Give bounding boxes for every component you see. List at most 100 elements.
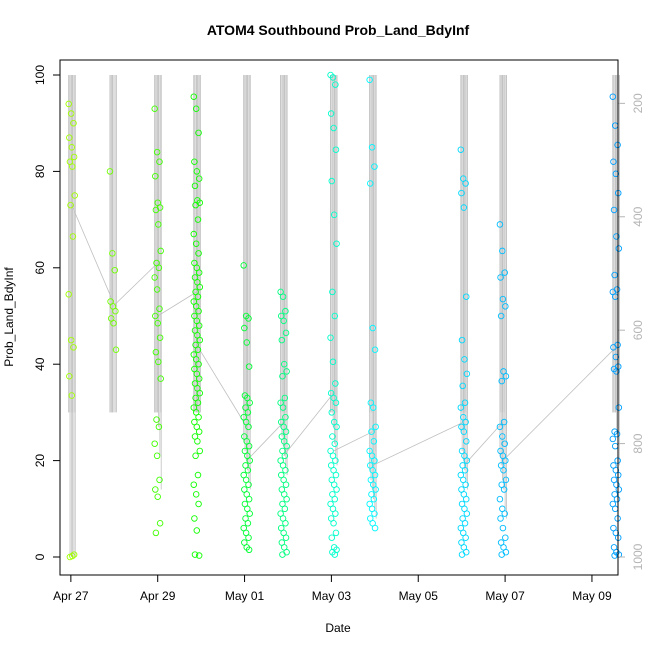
data-point [106,168,114,175]
data-point [502,457,509,464]
data-point [70,153,78,161]
data-point [243,339,250,346]
data-point [154,493,161,501]
data-point [372,486,379,493]
data-point [282,428,290,435]
data-point [330,520,337,527]
data-point [460,204,468,211]
data-point [497,312,505,320]
data-point [190,93,198,100]
data-point [194,293,202,300]
data-point [192,240,200,247]
data-point [153,416,160,423]
data-point [331,495,339,503]
data-point [612,353,620,361]
data-point [500,466,507,474]
data-point [195,375,203,382]
y-tick-label: 20 [33,454,47,468]
data-point [278,336,286,344]
data-point [66,373,73,380]
data-point [69,233,77,240]
data-point [195,552,203,559]
data-point [613,430,621,438]
data-point [244,409,252,416]
x-tick-label: May 03 [312,589,352,603]
data-point [609,435,617,443]
x-tick-label: May 07 [485,589,525,603]
data-point [282,534,290,541]
data-point [457,146,465,153]
data-point [283,495,290,503]
data-point [241,324,248,332]
data-point [156,305,163,313]
y-axis-label: Prob_Land_BdyInf [2,267,16,367]
connector-line [71,204,114,302]
data-point [500,418,508,426]
y2-tick-label: 600 [631,320,645,340]
data-point [240,262,247,269]
connector-line [157,291,197,317]
data-point [499,247,506,255]
data-point [332,529,340,537]
data-point [499,433,506,440]
data-point [67,201,74,209]
data-point [193,527,201,534]
data-point [152,312,159,320]
data-point [329,433,336,440]
data-point [457,404,465,411]
data-point [111,266,119,274]
data-point [245,534,252,541]
data-point [112,307,119,315]
data-point [371,471,379,479]
data-point [458,189,465,197]
x-tick-label: May 05 [399,589,439,603]
connector-line [196,344,248,428]
data-point [246,399,253,407]
data-point [193,168,201,175]
data-point [613,368,620,375]
data-point [458,336,466,344]
data-point [192,105,200,112]
data-point [370,404,377,411]
data-point [245,315,252,322]
data-point [497,515,504,522]
data-point [282,413,289,421]
data-point [282,466,289,474]
data-point [371,524,379,532]
data-point [279,551,286,558]
data-point [370,438,378,445]
y-tick-label: 40 [33,357,47,371]
data-point [615,404,623,411]
data-point [151,274,158,281]
data-point [612,170,620,178]
x-tick-label: May 09 [572,589,612,603]
data-point [371,346,379,353]
data-point [68,392,75,399]
data-point [279,373,286,380]
data-point [190,230,198,238]
data-point [153,286,161,293]
data-point [195,413,202,421]
data-point [112,346,120,353]
data-point [463,510,471,517]
data-point [152,172,159,180]
data-point [195,428,203,435]
data-point [154,319,161,327]
data-point [331,440,339,447]
data-point [371,457,378,464]
data-point [459,382,466,390]
data-point [68,144,75,151]
data-point [192,491,200,498]
data-point [461,520,469,527]
data-point [157,247,164,255]
data-point [329,288,336,296]
data-point [611,552,618,559]
y2-tick-label: 200 [631,93,645,113]
data-point [194,399,202,407]
data-point [611,271,618,279]
data-point [245,495,253,503]
data-point [370,495,378,503]
data-point [65,100,72,108]
data-point [496,221,504,228]
